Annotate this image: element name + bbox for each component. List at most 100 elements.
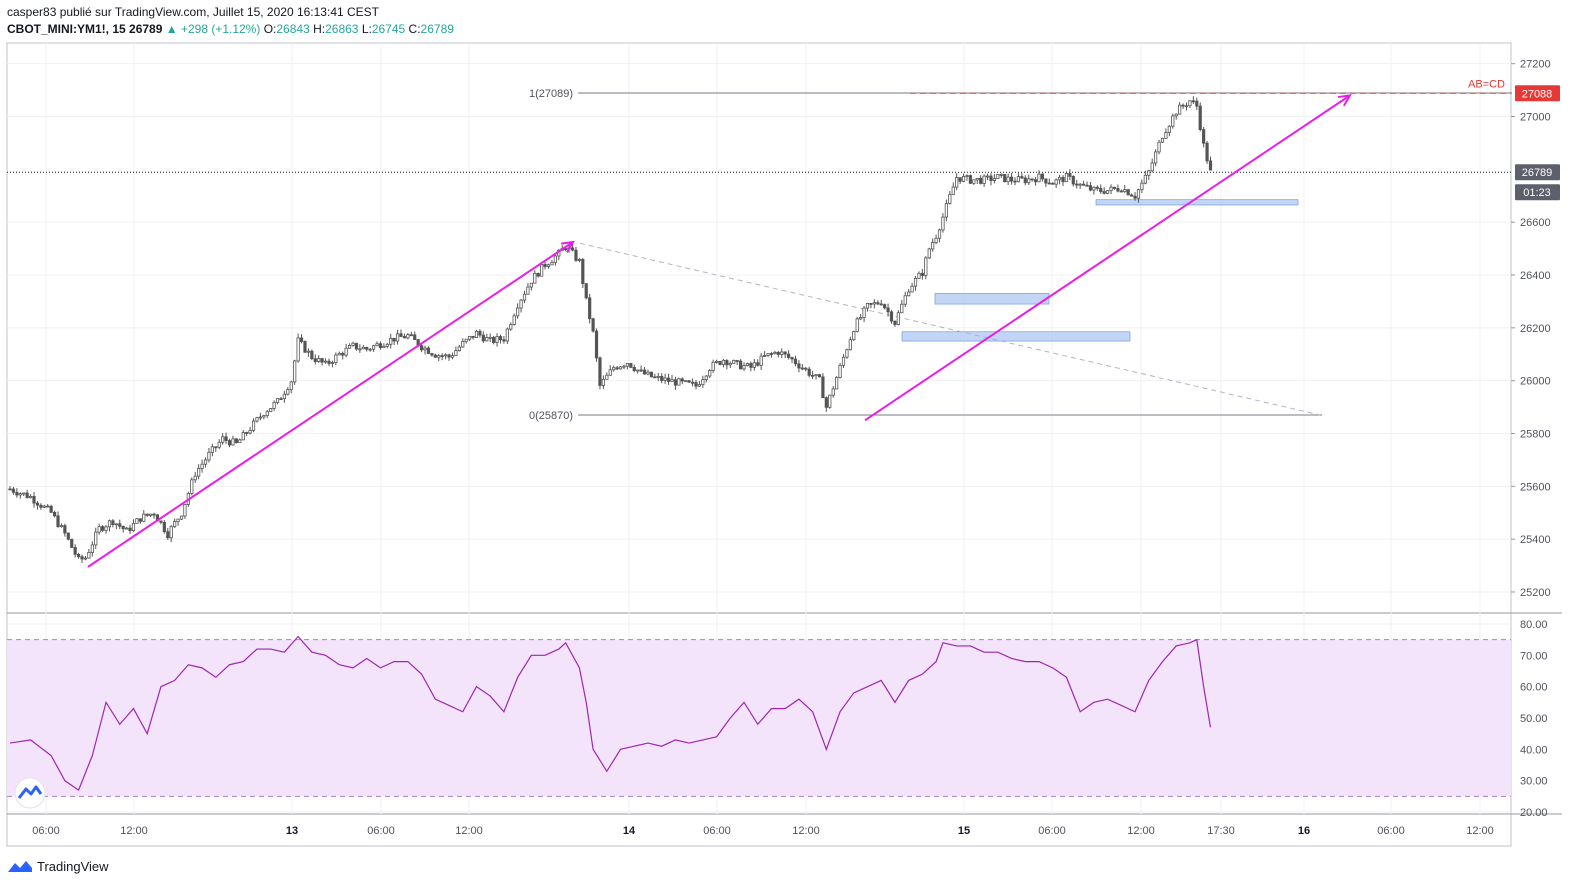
time-tick-label: 16 bbox=[1298, 825, 1310, 837]
candle-body bbox=[1020, 176, 1024, 179]
candle-body bbox=[663, 377, 667, 381]
candle-body bbox=[203, 459, 208, 465]
candle-body bbox=[934, 237, 938, 243]
candle-body bbox=[900, 303, 904, 314]
candle-body bbox=[948, 194, 952, 204]
candle-body bbox=[992, 178, 997, 181]
candle-body bbox=[811, 374, 815, 377]
candle-body bbox=[1195, 100, 1199, 107]
candle-body bbox=[920, 272, 924, 276]
candle-body bbox=[872, 302, 876, 305]
candle-body bbox=[711, 361, 715, 371]
candle-body bbox=[104, 526, 108, 531]
tradingview-logo-icon bbox=[8, 861, 32, 872]
candle-body bbox=[1109, 186, 1113, 192]
close-value: 26789 bbox=[420, 22, 454, 36]
symbol-label[interactable]: CBOT_MINI:YM1!, 15 bbox=[7, 22, 126, 36]
candle-body bbox=[708, 370, 712, 377]
candle-body bbox=[80, 556, 84, 560]
candle-body bbox=[183, 503, 187, 517]
candle-body bbox=[193, 475, 197, 481]
candle-body bbox=[564, 248, 568, 250]
candle-body bbox=[937, 229, 942, 239]
candle-body bbox=[1033, 179, 1038, 183]
candle-body bbox=[660, 375, 664, 381]
candle-body bbox=[714, 361, 719, 363]
candle-body bbox=[845, 349, 849, 358]
candle-body bbox=[358, 348, 362, 351]
candle-body bbox=[869, 303, 873, 305]
candle-body bbox=[814, 374, 818, 377]
candle-body bbox=[752, 362, 756, 368]
candle-body bbox=[893, 320, 897, 325]
candle-body bbox=[862, 307, 866, 318]
candle-body bbox=[258, 416, 262, 419]
fib-bottom-label: 0(25870) bbox=[529, 410, 573, 422]
candle-body bbox=[1064, 173, 1069, 183]
candle-body bbox=[519, 299, 523, 309]
logo-mark bbox=[17, 785, 43, 799]
candle-body bbox=[577, 259, 581, 261]
candle-body bbox=[32, 496, 36, 504]
candle-body bbox=[234, 438, 238, 444]
candle-body bbox=[1068, 173, 1072, 177]
time-tick-label: 06:00 bbox=[32, 825, 60, 837]
candle-body bbox=[841, 356, 846, 366]
candle-body bbox=[656, 375, 660, 378]
candle-body bbox=[66, 532, 70, 540]
candle-body bbox=[392, 337, 396, 342]
time-tick-label: 12:00 bbox=[455, 825, 483, 837]
candle-body bbox=[488, 336, 492, 339]
candle-body bbox=[457, 346, 461, 351]
candle-body bbox=[303, 341, 307, 353]
candle-body bbox=[63, 525, 67, 534]
candle-body bbox=[207, 451, 211, 461]
candle-body bbox=[87, 552, 91, 559]
candle-body bbox=[821, 376, 825, 399]
price-tick-label: 27200 bbox=[1520, 59, 1551, 71]
candle-body bbox=[444, 354, 448, 357]
candle-body bbox=[745, 363, 750, 366]
candle-body bbox=[958, 177, 962, 182]
candle-body bbox=[965, 175, 969, 177]
candle-body bbox=[776, 351, 780, 355]
candle-body bbox=[605, 374, 609, 380]
projection-arrow bbox=[87, 241, 574, 568]
candle-body bbox=[478, 330, 482, 336]
candle-body bbox=[581, 259, 585, 284]
time-tick-label: 12:00 bbox=[1127, 825, 1155, 837]
candle-body bbox=[426, 347, 431, 354]
countdown-badge: 01:23 bbox=[1523, 187, 1551, 199]
candle-body bbox=[492, 336, 496, 343]
candle-body bbox=[1119, 190, 1123, 193]
candle-body bbox=[461, 341, 465, 348]
candle-body bbox=[1184, 105, 1189, 108]
rsi-tick-label: 60.00 bbox=[1520, 682, 1548, 694]
candle-body bbox=[251, 420, 256, 431]
candle-body bbox=[543, 264, 547, 267]
candle-body bbox=[1205, 142, 1209, 162]
open-value: 26843 bbox=[276, 22, 310, 36]
candle-body bbox=[83, 557, 88, 560]
candle-body bbox=[608, 369, 612, 376]
candle-body bbox=[684, 380, 688, 383]
tradingview-float-icon bbox=[14, 777, 46, 809]
candle-body bbox=[1088, 185, 1093, 191]
candle-body bbox=[200, 463, 204, 469]
candle-body bbox=[725, 359, 729, 366]
candle-body bbox=[59, 525, 64, 528]
candle-body bbox=[197, 468, 201, 477]
price-tick-label: 25200 bbox=[1520, 587, 1551, 599]
rsi-band bbox=[7, 639, 1511, 797]
candle-body bbox=[138, 518, 142, 522]
candle-body bbox=[1030, 178, 1034, 181]
candle-body bbox=[701, 379, 705, 385]
time-tick-label: 12:00 bbox=[792, 825, 820, 837]
candle-body bbox=[883, 304, 887, 309]
candle-body bbox=[855, 318, 859, 332]
candle-body bbox=[979, 177, 983, 184]
candle-body bbox=[502, 339, 506, 342]
candle-body bbox=[330, 362, 335, 364]
tradingview-brand[interactable]: TradingView bbox=[7, 858, 109, 874]
